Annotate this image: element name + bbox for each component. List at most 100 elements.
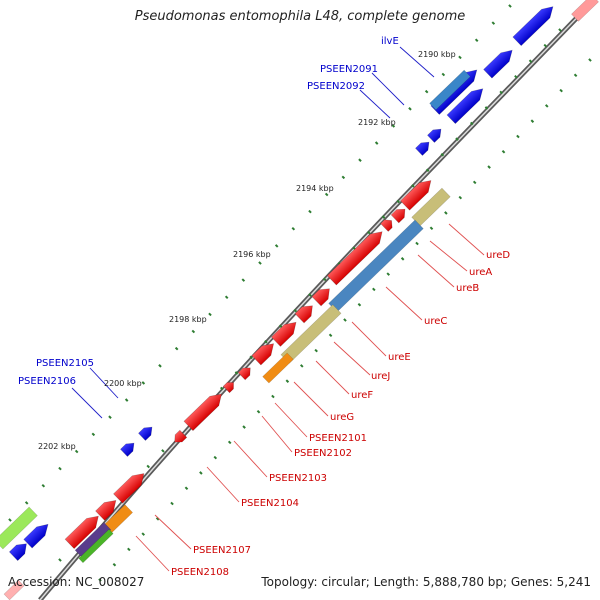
gene-label-PSEEN2092[interactable]: PSEEN2092 xyxy=(307,81,365,92)
tick-dot xyxy=(508,4,512,8)
tick-dot xyxy=(242,425,246,429)
forward-gene xyxy=(120,442,135,457)
gene-label-ureB[interactable]: ureB xyxy=(456,283,479,294)
leader-PSEEN2102 xyxy=(261,415,293,453)
tick-dot xyxy=(528,59,533,63)
tick-dot xyxy=(98,578,102,582)
gene-label-ureF[interactable]: ureF xyxy=(351,390,373,401)
tick-dot xyxy=(573,73,578,78)
tick-dot xyxy=(328,333,333,338)
gene-label-PSEEN2103[interactable]: PSEEN2103 xyxy=(269,473,327,484)
gene-label-PSEEN2101[interactable]: PSEEN2101 xyxy=(309,433,367,444)
gene-label-ureE[interactable]: ureE xyxy=(388,352,411,363)
leader-PSEEN2106 xyxy=(71,387,103,419)
reverse-gene xyxy=(64,515,99,549)
tick-dot xyxy=(343,318,347,322)
gene-label-ilvE[interactable]: ilvE xyxy=(381,36,399,47)
tick-dot xyxy=(58,558,62,562)
tick-dot xyxy=(357,302,362,307)
edge-green-bar xyxy=(0,506,38,550)
tick-dot xyxy=(191,329,196,334)
tick-dot xyxy=(322,277,327,282)
gene-label-PSEEN2107[interactable]: PSEEN2107 xyxy=(193,545,251,556)
tick-dot xyxy=(213,455,218,460)
reverse-gene xyxy=(222,382,234,394)
tick-dot xyxy=(278,324,283,328)
tick-dot xyxy=(516,134,520,139)
PSEEN2108-green-bar xyxy=(78,528,114,564)
tick-dot xyxy=(491,21,496,25)
leader-ureJ xyxy=(333,341,371,376)
tick-dot xyxy=(559,88,563,93)
tick-dot xyxy=(314,348,318,353)
tick-dot xyxy=(184,486,189,491)
tick-dot xyxy=(258,261,262,265)
tick-dot xyxy=(308,293,312,297)
tick-label-2202: 2202 kbp xyxy=(38,442,76,451)
forward-gene xyxy=(427,128,442,143)
forward-gene xyxy=(138,426,153,441)
tick-dot xyxy=(41,483,46,488)
tick-dot xyxy=(155,517,160,521)
reverse-gene xyxy=(95,499,117,521)
gene-label-PSEEN2104[interactable]: PSEEN2104 xyxy=(241,498,299,509)
ureG-bar xyxy=(262,352,294,384)
tick-dot xyxy=(161,449,165,453)
tick-dot xyxy=(308,209,312,214)
forward-gene xyxy=(23,523,49,549)
tick-label-2196: 2196 kbp xyxy=(233,250,271,259)
leader-PSEEN2104 xyxy=(206,466,240,503)
tick-dot xyxy=(391,124,396,128)
gene-label-PSEEN2091[interactable]: PSEEN2091 xyxy=(320,64,378,75)
gene-label-PSEEN2106[interactable]: PSEEN2106 xyxy=(18,376,76,387)
tick-dot xyxy=(425,168,430,173)
tick-dot xyxy=(408,107,412,111)
leader-ureA xyxy=(429,240,468,272)
map-title: Pseudomonas entomophila L48, complete ge… xyxy=(134,9,466,24)
leader-ureF xyxy=(315,360,350,395)
tick-dot xyxy=(400,257,405,261)
tick-dot xyxy=(429,226,434,231)
tick-dot xyxy=(440,152,445,157)
tick-dot xyxy=(458,195,463,200)
reverse-gene xyxy=(380,219,393,232)
reverse-gene xyxy=(183,393,222,432)
tick-dot xyxy=(441,72,446,77)
leader-PSEEN2092 xyxy=(359,89,391,119)
tick-dot xyxy=(374,141,379,145)
tick-dot xyxy=(219,386,224,391)
gene-label-ureD[interactable]: ureD xyxy=(486,250,510,261)
tick-dot xyxy=(91,432,96,437)
tick-label-2194: 2194 kbp xyxy=(296,184,334,193)
gene-label-ureA[interactable]: ureA xyxy=(469,267,492,278)
gene-label-PSEEN2108[interactable]: PSEEN2108 xyxy=(171,567,229,578)
scale-ticks: 2190 kbp 2192 kbp 2194 kbp 2196 kbp 2198… xyxy=(38,50,456,451)
tick-dot xyxy=(324,192,329,197)
tick-dot xyxy=(112,562,117,567)
reverse-gene xyxy=(326,231,383,286)
tick-dot xyxy=(271,394,275,399)
reverse-gene xyxy=(390,208,406,224)
tick-dot xyxy=(411,184,415,188)
gene-label-PSEEN2102[interactable]: PSEEN2102 xyxy=(294,448,352,459)
edge-red-bar xyxy=(3,579,25,600)
reverse-gene xyxy=(270,321,297,347)
gene-label-ureJ[interactable]: ureJ xyxy=(371,371,390,382)
edge-red-bar xyxy=(571,0,599,22)
tick-dot xyxy=(199,471,203,475)
forward-gene xyxy=(446,88,484,125)
gene-label-PSEEN2105[interactable]: PSEEN2105 xyxy=(36,358,94,369)
forward-gene xyxy=(512,6,554,47)
tick-dot xyxy=(127,547,131,552)
reverse-gene xyxy=(174,429,188,443)
gene-label-ureC[interactable]: ureC xyxy=(424,316,447,327)
tick-dot xyxy=(249,355,253,360)
ilvE-highlight-bar xyxy=(429,69,471,111)
reverse-gene xyxy=(400,180,432,211)
reverse-gene xyxy=(237,367,251,381)
tick-dot xyxy=(146,464,151,469)
gene-label-ureG[interactable]: ureG xyxy=(330,412,354,423)
leader-ureB xyxy=(417,254,455,288)
tick-dot xyxy=(543,43,548,48)
